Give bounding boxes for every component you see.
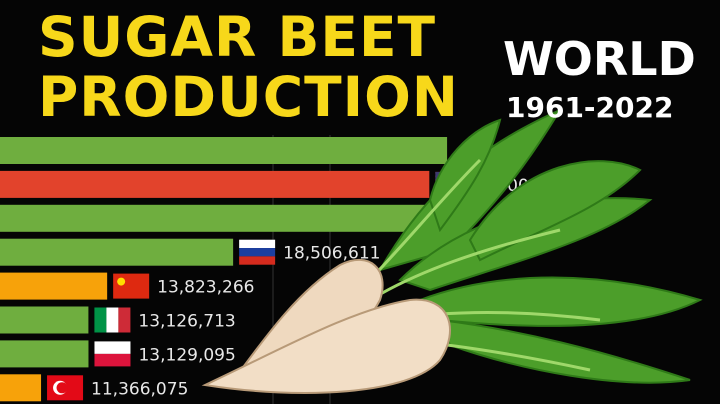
- italy-flag-icon: [94, 307, 131, 333]
- bar: [0, 272, 108, 300]
- russia-flag-icon: [239, 239, 276, 265]
- value-label: 13,129,095: [138, 345, 235, 365]
- china-flag-icon: [113, 273, 150, 299]
- year-range: 1961-2022: [506, 91, 674, 124]
- bar: [0, 238, 234, 266]
- value-label: 11,366,075: [91, 379, 188, 399]
- bar: [0, 374, 42, 402]
- bar: [0, 204, 430, 232]
- title-line-2: PRODUCTION: [38, 65, 459, 129]
- bar: [0, 306, 89, 334]
- value-label: 18,506,611: [283, 244, 380, 264]
- turkey-flag-icon: [47, 375, 84, 401]
- bar: [0, 340, 89, 368]
- beet-root-2: [201, 298, 451, 394]
- bar: [0, 137, 448, 164]
- value-label: 13,823,266: [157, 278, 254, 298]
- poland-flag-icon: [94, 341, 131, 367]
- region-label: WORLD: [503, 32, 696, 86]
- value-label: 13,126,713: [138, 312, 235, 332]
- bar: [0, 170, 430, 198]
- title-line-1: SUGAR BEET: [38, 5, 437, 69]
